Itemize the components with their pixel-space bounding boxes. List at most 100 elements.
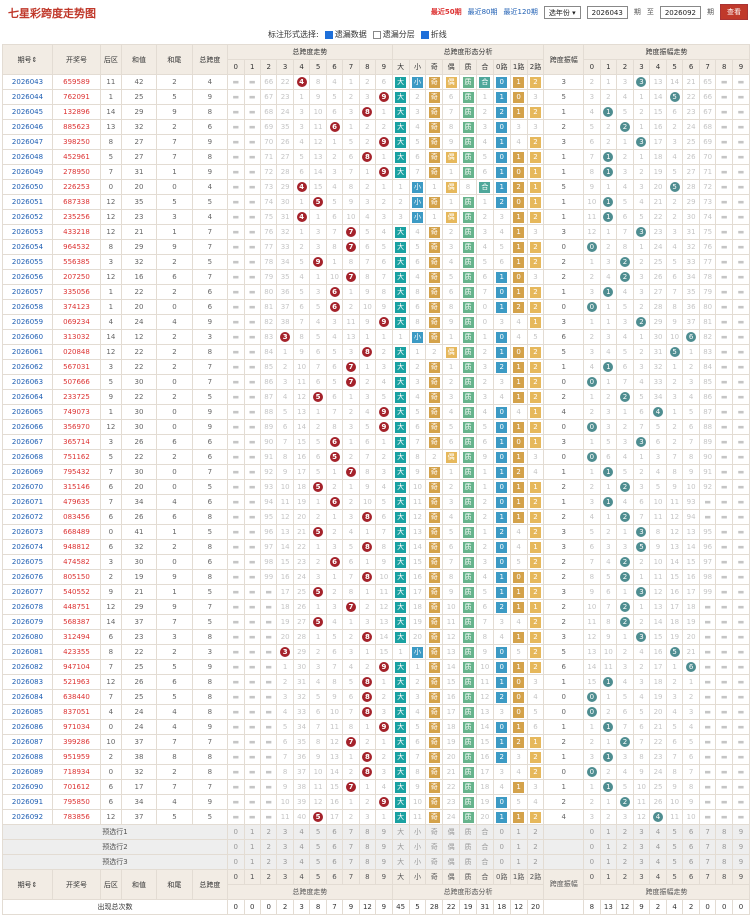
predict-amp-digit[interactable]: 1	[599, 854, 618, 870]
predict-digit[interactable]: 7	[342, 839, 360, 855]
query-button[interactable]: 查看	[720, 4, 748, 20]
predict-amp-digit[interactable]: 3	[632, 854, 651, 870]
predict-digit[interactable]: 1	[243, 839, 261, 855]
predict-digit[interactable]: 3	[276, 824, 294, 840]
predict-digit[interactable]: 7	[342, 824, 360, 840]
checkbox-icon[interactable]	[372, 30, 381, 39]
recent-80-link[interactable]: 最近80期	[467, 8, 498, 16]
predict-digit[interactable]: 6	[325, 854, 344, 870]
year-select[interactable]: 选年份 ▾	[543, 5, 581, 19]
predict-digit[interactable]: 3	[276, 854, 294, 870]
predict-digit[interactable]: 8	[358, 854, 377, 870]
predict-amp-digit[interactable]: 0	[583, 839, 601, 855]
predict-digit[interactable]: 6	[325, 839, 344, 855]
predict-digit[interactable]: 9	[375, 854, 393, 870]
predict-amp-digit[interactable]: 8	[715, 824, 733, 840]
predict-digit[interactable]: 1	[243, 824, 261, 840]
predict-amp-digit[interactable]: 2	[616, 854, 634, 870]
predict-shape[interactable]: 1	[509, 839, 528, 855]
predict-digit[interactable]: 0	[227, 839, 245, 855]
predict-amp-digit[interactable]: 3	[632, 839, 651, 855]
predict-digit[interactable]: 0	[227, 854, 245, 870]
predict-amp-digit[interactable]: 6	[682, 839, 700, 855]
predict-shape[interactable]: 偶	[442, 854, 461, 870]
predict-amp-digit[interactable]: 8	[715, 854, 733, 870]
predict-digit[interactable]: 8	[358, 839, 377, 855]
predict-amp-digit[interactable]: 7	[698, 854, 717, 870]
predict-digit[interactable]: 2	[259, 824, 278, 840]
predict-amp-digit[interactable]: 2	[616, 839, 634, 855]
predict-shape[interactable]: 大	[391, 824, 410, 840]
predict-digit[interactable]: 8	[358, 824, 377, 840]
recent-120-link[interactable]: 最近120期	[503, 8, 538, 16]
predict-digit[interactable]: 9	[375, 839, 393, 855]
predict-shape[interactable]: 奇	[425, 824, 444, 840]
predict-amp-digit[interactable]: 4	[649, 839, 667, 855]
predict-digit[interactable]: 6	[325, 824, 344, 840]
predict-shape[interactable]: 偶	[442, 824, 461, 840]
predict-shape[interactable]: 奇	[425, 839, 444, 855]
predict-amp-digit[interactable]: 7	[698, 839, 717, 855]
to-issue-input[interactable]: 2026092	[659, 5, 701, 19]
predict-amp-digit[interactable]: 5	[665, 839, 684, 855]
predict-digit[interactable]: 5	[309, 824, 327, 840]
predict-amp-digit[interactable]: 9	[731, 839, 751, 855]
from-issue-input[interactable]: 2026043	[586, 5, 628, 19]
predict-shape[interactable]: 2	[526, 839, 545, 855]
predict-shape[interactable]: 大	[391, 854, 410, 870]
predict-shape[interactable]: 2	[526, 854, 545, 870]
predict-digit[interactable]: 4	[292, 854, 311, 870]
predict-shape[interactable]: 合	[475, 824, 494, 840]
option-missing-layer[interactable]: 遗漏分层	[372, 29, 415, 40]
predict-shape[interactable]: 偶	[442, 839, 461, 855]
predict-amp-digit[interactable]: 0	[583, 854, 601, 870]
predict-shape[interactable]: 2	[526, 824, 545, 840]
predict-digit[interactable]: 4	[292, 824, 311, 840]
predict-amp-digit[interactable]: 8	[715, 839, 733, 855]
predict-amp-digit[interactable]: 4	[649, 824, 667, 840]
predict-shape[interactable]: 0	[492, 824, 511, 840]
predict-shape[interactable]: 0	[492, 839, 511, 855]
predict-shape[interactable]: 0	[492, 854, 511, 870]
predict-digit[interactable]: 3	[276, 839, 294, 855]
predict-amp-digit[interactable]: 9	[731, 824, 751, 840]
predict-amp-digit[interactable]: 7	[698, 824, 717, 840]
predict-shape[interactable]: 质	[459, 854, 477, 870]
predict-shape[interactable]: 小	[408, 854, 427, 870]
predict-amp-digit[interactable]: 2	[616, 824, 634, 840]
issue-header[interactable]: 期号⇕	[1, 44, 54, 75]
predict-amp-digit[interactable]: 6	[682, 824, 700, 840]
predict-digit[interactable]: 9	[375, 824, 393, 840]
recent-50-link[interactable]: 最近50期	[430, 8, 462, 16]
predict-shape[interactable]: 小	[408, 824, 427, 840]
predict-shape[interactable]: 奇	[425, 854, 444, 870]
predict-digit[interactable]: 5	[309, 839, 327, 855]
predict-shape[interactable]: 合	[475, 854, 494, 870]
predict-shape[interactable]: 质	[459, 824, 477, 840]
predict-shape[interactable]: 大	[391, 839, 410, 855]
predict-amp-digit[interactable]: 5	[665, 854, 684, 870]
predict-shape[interactable]: 1	[509, 854, 528, 870]
option-missing-data[interactable]: 遗漏数据	[324, 29, 367, 40]
predict-amp-digit[interactable]: 6	[682, 854, 700, 870]
predict-amp-digit[interactable]: 9	[731, 854, 751, 870]
predict-digit[interactable]: 2	[259, 854, 278, 870]
predict-digit[interactable]: 0	[227, 824, 245, 840]
checkbox-icon[interactable]	[420, 30, 429, 39]
predict-digit[interactable]: 7	[342, 854, 360, 870]
predict-shape[interactable]: 质	[459, 839, 477, 855]
option-polyline[interactable]: 折线	[420, 29, 447, 40]
predict-amp-digit[interactable]: 5	[665, 824, 684, 840]
predict-amp-digit[interactable]: 1	[599, 824, 618, 840]
checkbox-icon[interactable]	[324, 30, 333, 39]
predict-shape[interactable]: 1	[509, 824, 528, 840]
predict-shape[interactable]: 小	[408, 839, 427, 855]
predict-amp-digit[interactable]: 4	[649, 854, 667, 870]
predict-digit[interactable]: 5	[309, 854, 327, 870]
predict-digit[interactable]: 1	[243, 854, 261, 870]
predict-amp-digit[interactable]: 3	[632, 824, 651, 840]
predict-digit[interactable]: 4	[292, 839, 311, 855]
predict-amp-digit[interactable]: 1	[599, 839, 618, 855]
predict-digit[interactable]: 2	[259, 839, 278, 855]
predict-shape[interactable]: 合	[475, 839, 494, 855]
